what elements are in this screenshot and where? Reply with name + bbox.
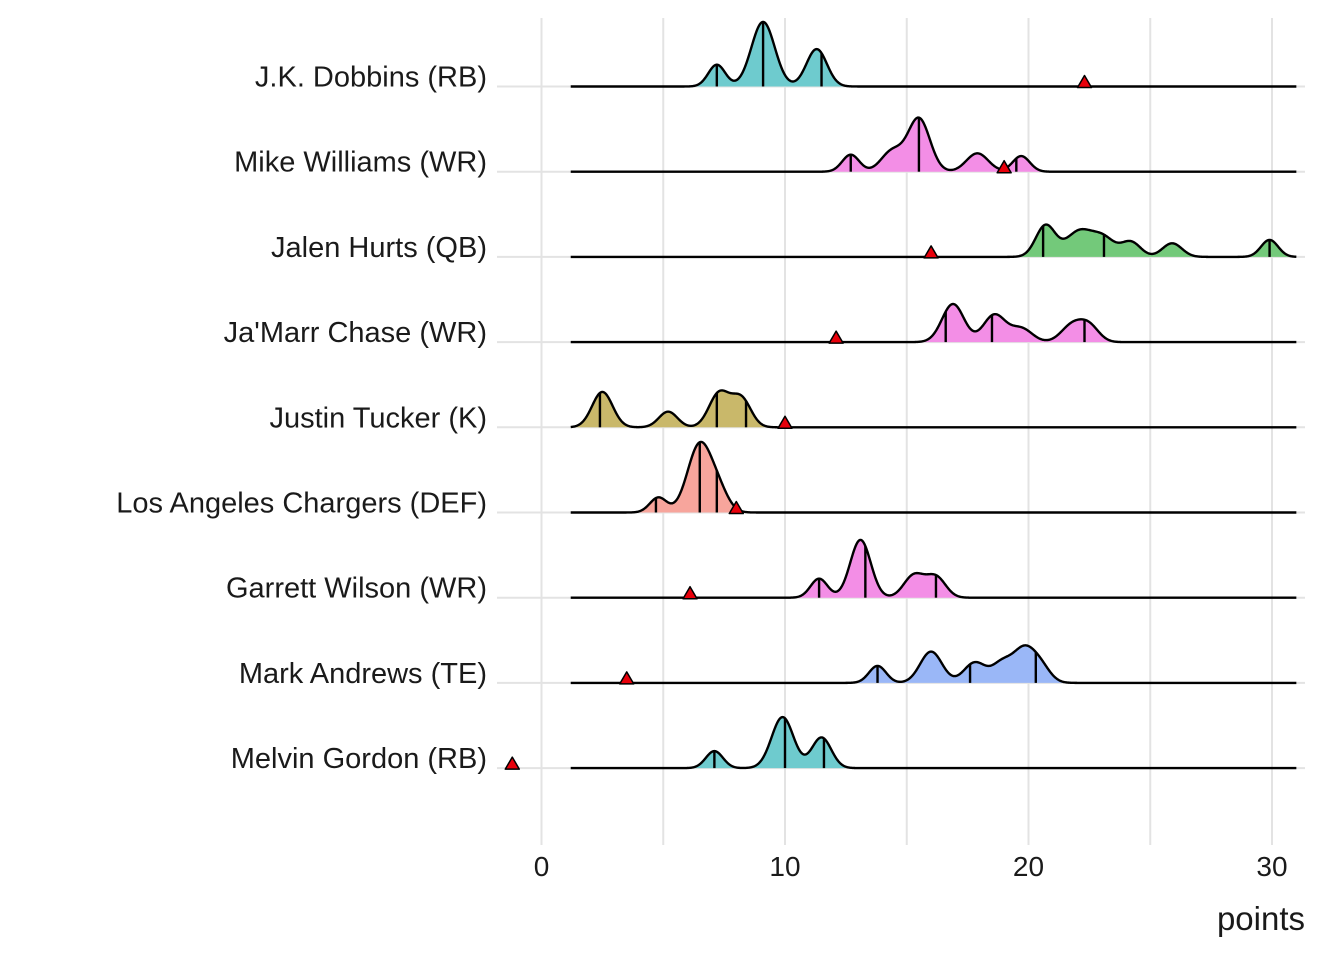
row-label: J.K. Dobbins (RB): [255, 62, 487, 94]
marker-triangle: [618, 671, 635, 685]
x-tick-label: 30: [1256, 851, 1287, 882]
density-outline: [570, 389, 1298, 429]
row-label: Mark Andrews (TE): [239, 658, 487, 690]
density-fill: [637, 441, 745, 513]
row-label: Los Angeles Chargers (DEF): [116, 488, 487, 520]
x-tick-label: 20: [1013, 851, 1044, 882]
density-fill: [797, 539, 962, 598]
density-outline: [570, 302, 1298, 344]
density-fill: [694, 21, 846, 87]
marker-triangle: [682, 585, 698, 600]
marker-triangle: [504, 756, 521, 770]
row-label: Ja'Marr Chase (WR): [224, 317, 487, 349]
density-fill: [1018, 224, 1291, 257]
row-label: Mike Williams (WR): [234, 147, 487, 179]
marker-triangle: [828, 330, 844, 344]
density-fill: [922, 304, 1114, 343]
row-label: Garrett Wilson (WR): [226, 573, 487, 605]
x-tick-label: 10: [769, 851, 800, 882]
density-fill: [573, 390, 768, 428]
density-outline: [570, 440, 1298, 514]
density-fill: [856, 645, 1066, 683]
x-tick-label: 0: [534, 851, 550, 882]
row-label: Melvin Gordon (RB): [231, 743, 487, 775]
row-label: Jalen Hurts (QB): [271, 232, 487, 264]
marker-triangle: [996, 159, 1012, 174]
ridge-layer: [504, 20, 1298, 770]
row-label-layer: J.K. Dobbins (RB) Mike Williams (WR) Jalen…: [116, 62, 487, 776]
marker-triangle: [728, 500, 745, 515]
density-outline: [570, 20, 1298, 88]
density-outline: [570, 715, 1298, 770]
x-axis-title: points: [1217, 900, 1305, 937]
marker-triangle: [1076, 74, 1093, 89]
density-outline: [570, 644, 1298, 685]
density-outline: [570, 116, 1298, 173]
x-tick-layer: 0 10 20 30: [534, 851, 1288, 882]
marker-triangle: [777, 415, 793, 430]
marker-triangle: [923, 245, 939, 259]
row-label: Justin Tucker (K): [269, 402, 487, 434]
